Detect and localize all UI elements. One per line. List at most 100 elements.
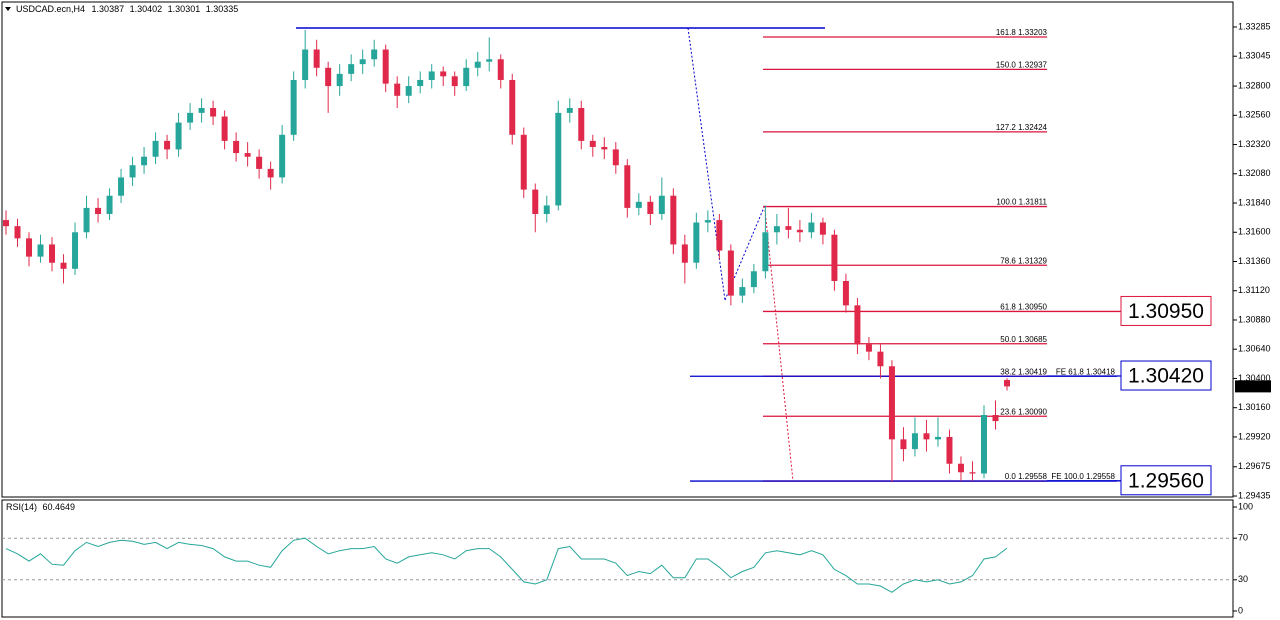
candle-body xyxy=(704,220,711,223)
candle-body xyxy=(152,140,159,157)
candle-body xyxy=(371,49,378,60)
open: 1.30387 xyxy=(92,4,125,14)
candle-body xyxy=(716,220,723,251)
candle-body xyxy=(750,271,757,288)
candle-body xyxy=(428,71,435,80)
y-tick-label: 1.30400 xyxy=(1238,373,1271,383)
price-box-label: 1.30950 xyxy=(1128,300,1204,323)
symbol: USDCAD.ecn,H4 xyxy=(16,4,85,14)
candle-body xyxy=(14,226,21,239)
candle-body xyxy=(670,195,677,245)
y-tick-label: 1.31120 xyxy=(1238,285,1270,295)
y-tick-label: 1.31360 xyxy=(1238,256,1271,266)
rsi-title: RSI(14) xyxy=(6,502,37,512)
fib-label: 38.2 1.30419 xyxy=(1000,367,1047,376)
candle-body xyxy=(382,49,389,84)
candle-body xyxy=(417,79,424,87)
fib-label: 100.0 1.31811 xyxy=(996,198,1047,207)
candle-body xyxy=(831,234,838,281)
candle-body xyxy=(854,305,861,345)
price-box xyxy=(1120,360,1212,391)
candle-body xyxy=(980,415,987,474)
high: 1.30402 xyxy=(130,4,163,14)
price-panel xyxy=(1,1,1234,498)
candle-body xyxy=(773,226,780,233)
candle-body xyxy=(647,201,654,214)
fib-label: 0.0 1.29558 xyxy=(1005,472,1048,481)
rsi-line xyxy=(5,537,1008,593)
candle-body xyxy=(279,134,286,178)
rsi-y-tick-label: 0 xyxy=(1238,605,1243,615)
y-tick-label: 1.33045 xyxy=(1238,51,1271,61)
candle-body xyxy=(394,83,401,96)
candle-body xyxy=(877,351,884,367)
candle-body xyxy=(946,436,953,464)
candle-body xyxy=(129,165,136,178)
rsi-header: RSI(14) 60.4649 xyxy=(6,502,75,512)
candle-body xyxy=(681,244,688,263)
price-box-label: 1.30420 xyxy=(1128,365,1204,388)
candle-body xyxy=(509,79,516,135)
candle-body xyxy=(727,250,734,296)
y-tick-label: 1.33285 xyxy=(1238,21,1271,31)
candle-body xyxy=(221,116,228,141)
candle-body xyxy=(543,205,550,214)
candle-body xyxy=(693,222,700,263)
candle-body xyxy=(49,244,56,263)
candle-body xyxy=(463,67,470,87)
candle-body xyxy=(497,59,504,80)
y-tick-label: 1.32080 xyxy=(1238,168,1271,178)
candle-body xyxy=(486,59,493,62)
candle-body xyxy=(601,146,608,150)
rsi-y-tick-label: 100 xyxy=(1238,501,1253,511)
candle-body xyxy=(589,140,596,147)
fib-label: 150.0 1.32937 xyxy=(996,60,1048,69)
menu-arrow[interactable] xyxy=(5,7,11,11)
candle-body xyxy=(555,112,562,206)
price-box-label: 1.29560 xyxy=(1128,469,1204,492)
candle-body xyxy=(118,177,125,196)
candle-body xyxy=(198,107,205,113)
rsi-y-tick-label: 30 xyxy=(1238,574,1248,584)
fe-label: FE 100.0 1.29558 xyxy=(1051,472,1115,481)
y-tick-label: 1.32560 xyxy=(1238,110,1271,120)
wave-line xyxy=(764,209,794,482)
candle-body xyxy=(26,238,33,257)
candle-body xyxy=(785,226,792,230)
candle-body xyxy=(313,49,320,68)
candle-body xyxy=(60,262,67,269)
candle-body xyxy=(532,189,539,214)
candle-body xyxy=(612,149,619,166)
candle-body xyxy=(267,168,274,178)
candle-body xyxy=(474,61,481,68)
y-tick-label: 1.31840 xyxy=(1238,197,1271,207)
y-tick-label: 1.31600 xyxy=(1238,227,1271,237)
fib-label: 78.6 1.31329 xyxy=(1000,256,1047,265)
candle-body xyxy=(865,344,872,352)
candle-body xyxy=(1004,380,1010,387)
y-tick-label: 1.30640 xyxy=(1238,344,1271,354)
candle-body xyxy=(175,122,182,150)
fib-label: 127.2 1.32424 xyxy=(996,123,1048,132)
candle-body xyxy=(566,107,573,113)
candle-body xyxy=(969,472,976,474)
candle-body xyxy=(37,244,44,257)
candle-body xyxy=(256,156,263,169)
wave-line xyxy=(687,27,726,301)
fib-label: 161.8 1.33203 xyxy=(996,28,1048,37)
candle-body xyxy=(187,112,194,123)
candle-body xyxy=(290,79,297,135)
candle-body xyxy=(95,207,102,214)
fe-label: FE 61.8 1.30418 xyxy=(1056,367,1116,376)
candle-body xyxy=(888,366,895,440)
candle-body xyxy=(635,201,642,208)
candle-body xyxy=(348,64,355,74)
current-price-tag xyxy=(1235,380,1271,393)
candle-body xyxy=(233,140,240,154)
candle-body xyxy=(83,207,90,233)
candle-body xyxy=(520,134,527,190)
chart-header: USDCAD.ecn,H4 1.30387 1.30402 1.30301 1.… xyxy=(16,4,238,14)
candle-body xyxy=(808,222,815,233)
candle-body xyxy=(992,415,999,422)
